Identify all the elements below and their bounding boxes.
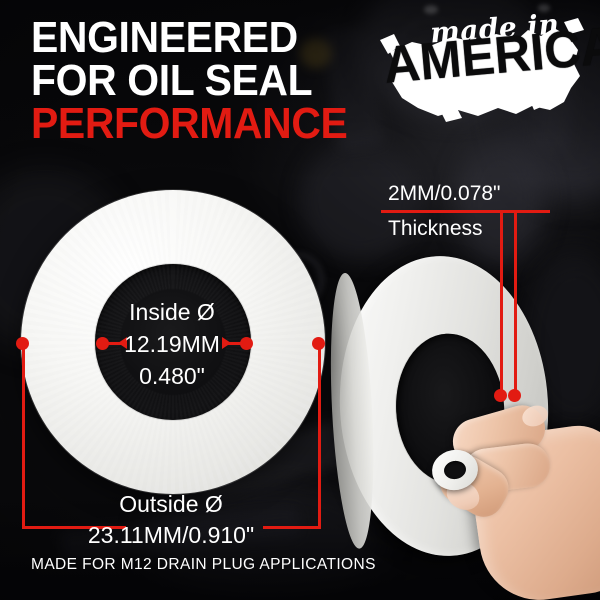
outside-dim-dot-left <box>16 337 29 350</box>
thickness-callout-value: 2MM/0.078" <box>388 182 501 205</box>
thickness-leader-line <box>381 210 550 213</box>
headline: ENGINEERED FOR OIL SEAL PERFORMANCE <box>31 13 391 148</box>
outside-callout-title: Outside Ø <box>119 491 223 517</box>
outside-diameter-callout: Outside Ø 23.11MM/0.910" <box>76 489 266 551</box>
footer-text: MADE FOR M12 DRAIN PLUG APPLICATIONS <box>31 556 376 573</box>
inside-callout-title: Inside Ø <box>129 299 215 325</box>
outside-dim-line-left <box>22 343 25 529</box>
thickness-dot-left <box>494 389 507 402</box>
headline-line-2: FOR OIL SEAL <box>31 56 313 105</box>
outside-dim-line-right <box>318 343 321 529</box>
thickness-line-left <box>500 210 503 396</box>
thickness-dot-right <box>508 389 521 402</box>
thickness-line-right <box>514 210 517 396</box>
outside-callout-value: 23.11MM/0.910" <box>87 522 255 548</box>
headline-line-3: PERFORMANCE <box>31 99 348 148</box>
outside-dim-line-bottom-right <box>263 526 321 529</box>
thickness-callout: 2MM/0.078" Thickness <box>388 176 501 246</box>
inside-dim-dot-left <box>96 337 109 350</box>
hand-holding-washer <box>428 398 600 600</box>
usa-map-icon <box>380 18 584 122</box>
inside-dim-line-left <box>106 342 126 345</box>
inside-dim-line-right <box>222 342 242 345</box>
inside-diameter-callout: Inside Ø 12.19MM 0.480" <box>98 296 246 392</box>
inside-dim-arrow-left <box>118 337 127 349</box>
inside-dim-dot-right <box>240 337 253 350</box>
made-in-america-badge: made in AMERICA <box>378 6 600 126</box>
inside-callout-metric: 12.19MM <box>124 331 220 357</box>
thickness-callout-title: Thickness <box>388 217 483 240</box>
headline-line-1: ENGINEERED <box>31 13 298 62</box>
inside-callout-imperial: 0.480" <box>139 363 205 389</box>
outside-dim-dot-right <box>312 337 325 350</box>
inside-dim-arrow-right <box>222 337 231 349</box>
outside-dim-line-bottom-left <box>22 526 126 529</box>
